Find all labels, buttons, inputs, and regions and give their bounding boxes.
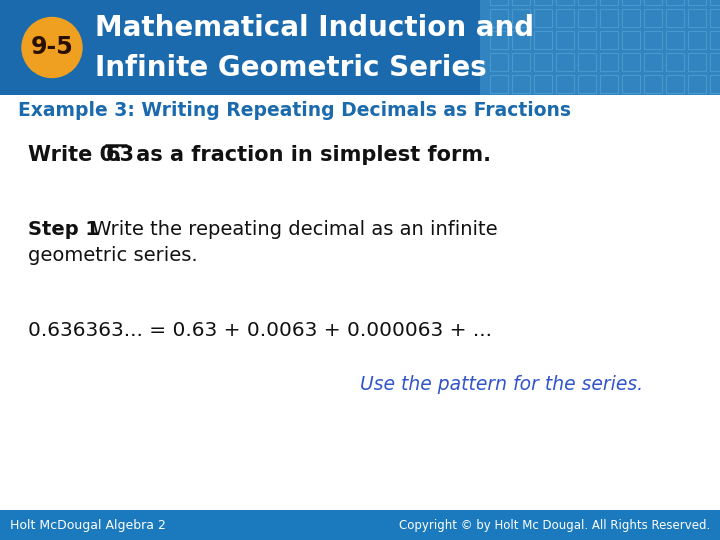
FancyBboxPatch shape xyxy=(480,0,720,95)
Text: Use the pattern for the series.: Use the pattern for the series. xyxy=(360,375,643,395)
Text: Step 1: Step 1 xyxy=(28,220,99,239)
Text: Copyright © by Holt Mc Dougal. All Rights Reserved.: Copyright © by Holt Mc Dougal. All Right… xyxy=(399,518,710,531)
Text: Write 0.: Write 0. xyxy=(28,145,122,165)
Circle shape xyxy=(22,17,82,78)
Text: 63: 63 xyxy=(106,145,135,165)
Text: Holt McDougal Algebra 2: Holt McDougal Algebra 2 xyxy=(10,518,166,531)
Text: 9-5: 9-5 xyxy=(31,36,73,59)
Text: as a fraction in simplest form.: as a fraction in simplest form. xyxy=(129,145,491,165)
Text: Write the repeating decimal as an infinite: Write the repeating decimal as an infini… xyxy=(86,220,498,239)
Text: 0.636363... = 0.63 + 0.0063 + 0.000063 + ...: 0.636363... = 0.63 + 0.0063 + 0.000063 +… xyxy=(28,321,492,340)
Text: Example 3: Writing Repeating Decimals as Fractions: Example 3: Writing Repeating Decimals as… xyxy=(18,100,571,119)
Text: Mathematical Induction and: Mathematical Induction and xyxy=(95,14,534,42)
Text: Infinite Geometric Series: Infinite Geometric Series xyxy=(95,54,487,82)
FancyBboxPatch shape xyxy=(0,510,720,540)
Text: geometric series.: geometric series. xyxy=(28,246,197,265)
FancyBboxPatch shape xyxy=(0,0,720,95)
